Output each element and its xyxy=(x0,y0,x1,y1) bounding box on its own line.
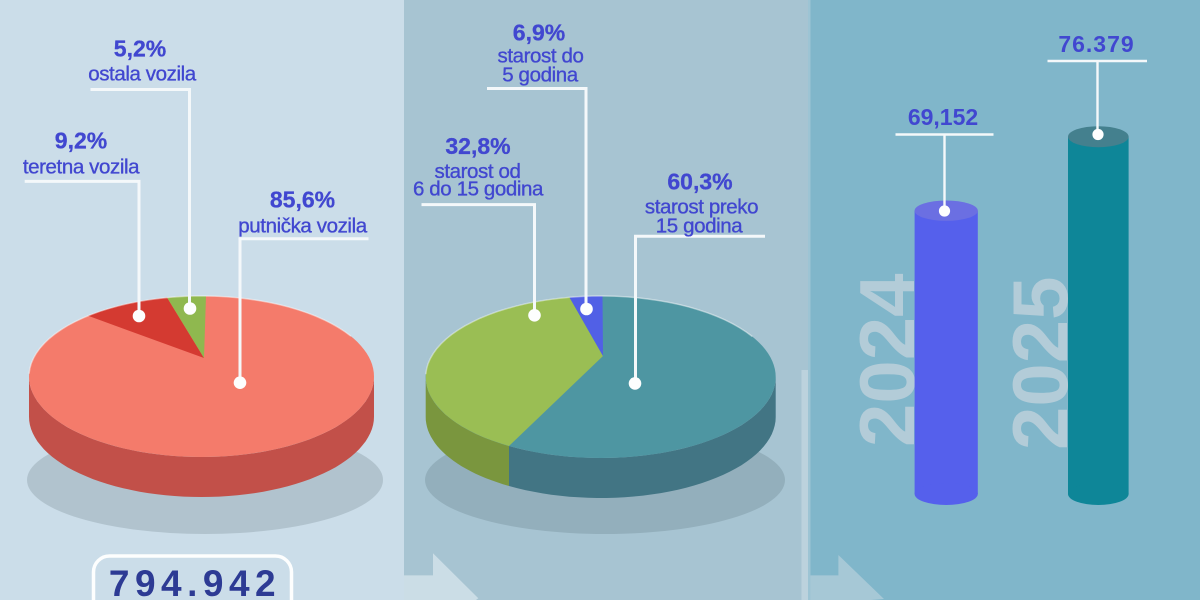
svg-text:9,2%: 9,2% xyxy=(55,128,107,154)
svg-text:6,9%: 6,9% xyxy=(513,20,565,46)
svg-text:85,6%: 85,6% xyxy=(270,187,335,213)
svg-text:60,3%: 60,3% xyxy=(667,169,732,195)
svg-text:69,152: 69,152 xyxy=(908,104,978,130)
svg-text:starost preko: starost preko xyxy=(645,196,758,219)
svg-text:32,8%: 32,8% xyxy=(445,133,510,159)
svg-text:794.942: 794.942 xyxy=(109,563,281,600)
svg-text:teretna vozila: teretna vozila xyxy=(23,156,140,179)
svg-text:15 godina: 15 godina xyxy=(656,215,743,238)
svg-text:76.379: 76.379 xyxy=(1058,31,1134,57)
svg-text:ostala vozila: ostala vozila xyxy=(88,63,197,86)
svg-text:5,2%: 5,2% xyxy=(114,36,166,62)
svg-text:starost do: starost do xyxy=(497,45,583,68)
svg-text:6 do 15 godina: 6 do 15 godina xyxy=(413,178,544,201)
svg-text:5 godina: 5 godina xyxy=(502,64,578,87)
svg-text:putnička vozila: putnička vozila xyxy=(238,215,367,238)
svg-text:starost od: starost od xyxy=(434,160,520,183)
